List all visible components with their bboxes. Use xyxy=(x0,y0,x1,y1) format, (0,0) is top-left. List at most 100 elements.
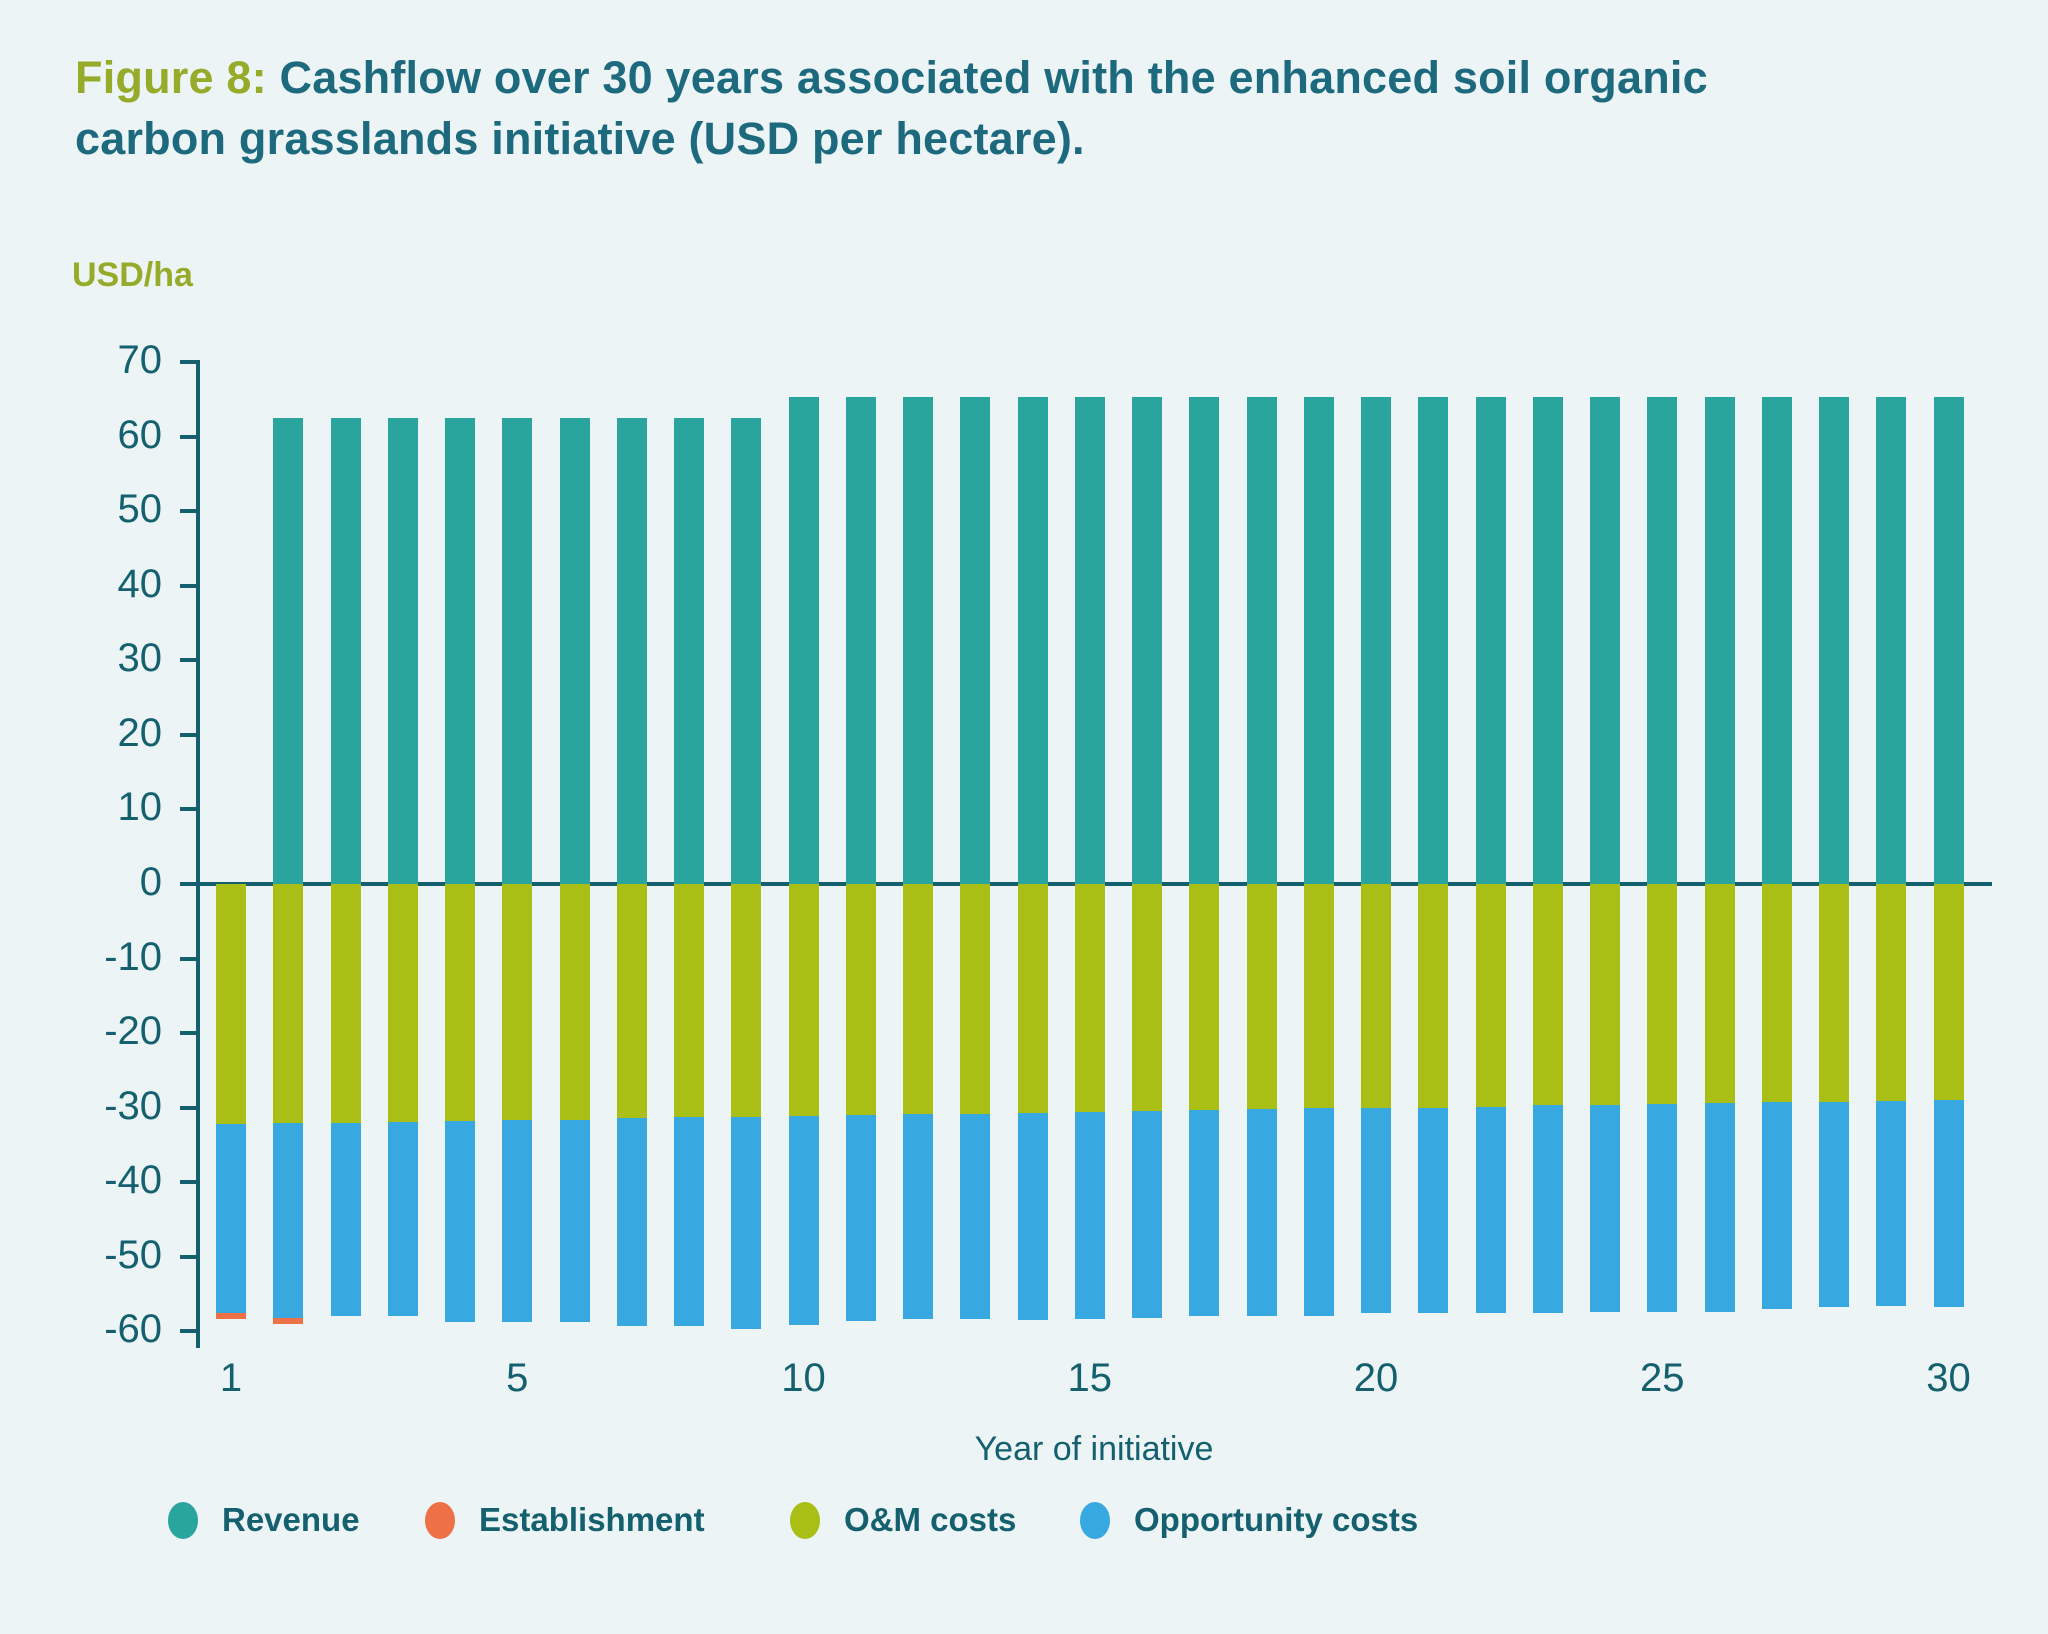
bar-segment-opportunity-costs xyxy=(845,1115,876,1321)
bar-segment-opportunity-costs xyxy=(1876,1100,1907,1306)
bar-segment-opportunity-costs xyxy=(1532,1105,1563,1314)
legend-item-opportunity-costs: Opportunity costs xyxy=(1080,1492,1418,1548)
y-axis-tick xyxy=(180,360,196,365)
x-axis-tick-label: 30 xyxy=(1926,1356,1971,1400)
y-axis-tick-label: -10 xyxy=(104,934,162,979)
y-axis-tick-label: 70 xyxy=(117,338,163,383)
bar-segment-om-costs xyxy=(616,884,647,1119)
bar-segment-revenue xyxy=(559,418,590,884)
bar-segment-revenue xyxy=(674,418,704,884)
bar-segment-opportunity-costs xyxy=(1819,1101,1849,1308)
y-axis-tick-label: -30 xyxy=(104,1083,162,1128)
bar-segment-revenue xyxy=(1132,397,1162,884)
bar-segment-om-costs xyxy=(1647,884,1678,1104)
y-axis-tick xyxy=(180,509,196,514)
bar-segment-opportunity-costs xyxy=(788,1115,819,1326)
y-axis-tick-label: 10 xyxy=(117,785,163,830)
y-axis-tick-label: 30 xyxy=(117,636,163,681)
bar-segment-om-costs xyxy=(674,884,704,1118)
bar-segment-om-costs xyxy=(1590,884,1620,1105)
y-axis-tick-label: -50 xyxy=(104,1232,162,1277)
legend-dot-icon xyxy=(1080,1501,1110,1539)
y-axis-unit-label: USD/ha xyxy=(72,256,193,294)
bar-segment-om-costs xyxy=(273,884,304,1124)
bar-segment-om-costs xyxy=(1933,884,1964,1101)
figure-title: Figure 8: Cashflow over 30 years associa… xyxy=(75,48,1735,170)
bar-segment-om-costs xyxy=(1704,884,1735,1104)
y-axis-tick xyxy=(180,1031,196,1036)
x-axis-tick-label: 1 xyxy=(219,1356,243,1400)
bar-segment-om-costs xyxy=(1189,884,1220,1110)
bar-segment-opportunity-costs xyxy=(1189,1109,1220,1317)
bar-segment-revenue xyxy=(1876,397,1907,884)
bar-segment-revenue xyxy=(1532,397,1563,884)
bar-segment-om-costs xyxy=(1303,884,1334,1109)
y-axis-tick xyxy=(180,1329,196,1334)
bar-segment-om-costs xyxy=(1819,884,1849,1102)
y-axis-tick-label: 50 xyxy=(117,487,163,532)
bar-segment-opportunity-costs xyxy=(1590,1104,1620,1312)
y-axis-tick xyxy=(180,732,196,737)
bar-segment-opportunity-costs xyxy=(1647,1103,1678,1312)
bar-segment-revenue xyxy=(845,397,876,884)
bar-segment-establishment xyxy=(216,1313,246,1320)
legend-label: Opportunity costs xyxy=(1134,1501,1419,1538)
bar-segment-revenue xyxy=(960,397,991,884)
bar-segment-om-costs xyxy=(1761,884,1792,1103)
figure-number: Figure 8: xyxy=(75,52,267,103)
bar-segment-establishment xyxy=(273,1317,304,1324)
y-axis-line xyxy=(196,360,200,1348)
bar-segment-opportunity-costs xyxy=(330,1122,361,1317)
bar-segment-om-costs xyxy=(960,884,991,1114)
y-axis-tick-label: -20 xyxy=(104,1009,162,1054)
bar-segment-revenue xyxy=(1418,397,1449,884)
x-axis-tick-label: 25 xyxy=(1640,1356,1685,1400)
legend-label: O&M costs xyxy=(844,1501,1017,1538)
bar-segment-opportunity-costs xyxy=(1475,1106,1506,1314)
bar-segment-revenue xyxy=(1647,397,1678,884)
y-axis-tick xyxy=(180,434,196,439)
bar-segment-om-costs xyxy=(731,884,762,1117)
bar-segment-opportunity-costs xyxy=(273,1123,304,1318)
bar-segment-om-costs xyxy=(1475,884,1506,1107)
bar-segment-opportunity-costs xyxy=(502,1120,533,1322)
bar-segment-opportunity-costs xyxy=(1303,1108,1334,1317)
x-axis-title: Year of initiative xyxy=(974,1430,1214,1468)
bar-segment-om-costs xyxy=(216,884,246,1125)
bar-segment-opportunity-costs xyxy=(1017,1112,1048,1321)
bar-segment-revenue xyxy=(1819,397,1849,884)
bar-segment-om-costs xyxy=(330,884,361,1123)
y-axis-tick xyxy=(180,1105,196,1110)
bar-segment-om-costs xyxy=(445,884,475,1122)
bar-segment-opportunity-costs xyxy=(1761,1102,1792,1309)
legend-dot-icon xyxy=(425,1501,455,1539)
bar-segment-revenue xyxy=(1189,397,1220,884)
bar-segment-revenue xyxy=(1761,397,1792,884)
y-axis-tick xyxy=(180,1254,196,1259)
bar-segment-revenue xyxy=(1361,397,1391,884)
bar-segment-om-costs xyxy=(387,884,418,1122)
bar-segment-opportunity-costs xyxy=(1246,1109,1277,1317)
bar-segment-om-costs xyxy=(1246,884,1277,1110)
bar-segment-opportunity-costs xyxy=(1418,1107,1449,1314)
bar-segment-opportunity-costs xyxy=(1074,1112,1105,1320)
bar-segment-revenue xyxy=(1246,397,1277,884)
bar-segment-revenue xyxy=(1933,397,1964,884)
bar-segment-revenue xyxy=(1017,397,1048,884)
bar-segment-om-costs xyxy=(1361,884,1391,1109)
bar-segment-opportunity-costs xyxy=(216,1124,246,1314)
y-axis-tick-label: 0 xyxy=(139,860,162,904)
legend-label: Establishment xyxy=(479,1501,705,1538)
bar-segment-om-costs xyxy=(502,884,533,1121)
bar-segment-om-costs xyxy=(1074,884,1105,1113)
x-axis-tick-label: 5 xyxy=(506,1356,529,1400)
legend-dot-icon xyxy=(790,1501,820,1539)
y-axis-tick xyxy=(180,807,196,812)
bar-segment-revenue xyxy=(445,418,475,884)
x-axis-tick-label: 15 xyxy=(1067,1356,1113,1400)
y-axis-tick-label: -60 xyxy=(104,1307,162,1352)
y-axis-tick-label: 40 xyxy=(117,561,163,606)
bar-segment-revenue xyxy=(330,418,361,884)
bar-segment-om-costs xyxy=(1532,884,1563,1106)
bar-segment-opportunity-costs xyxy=(616,1118,647,1327)
